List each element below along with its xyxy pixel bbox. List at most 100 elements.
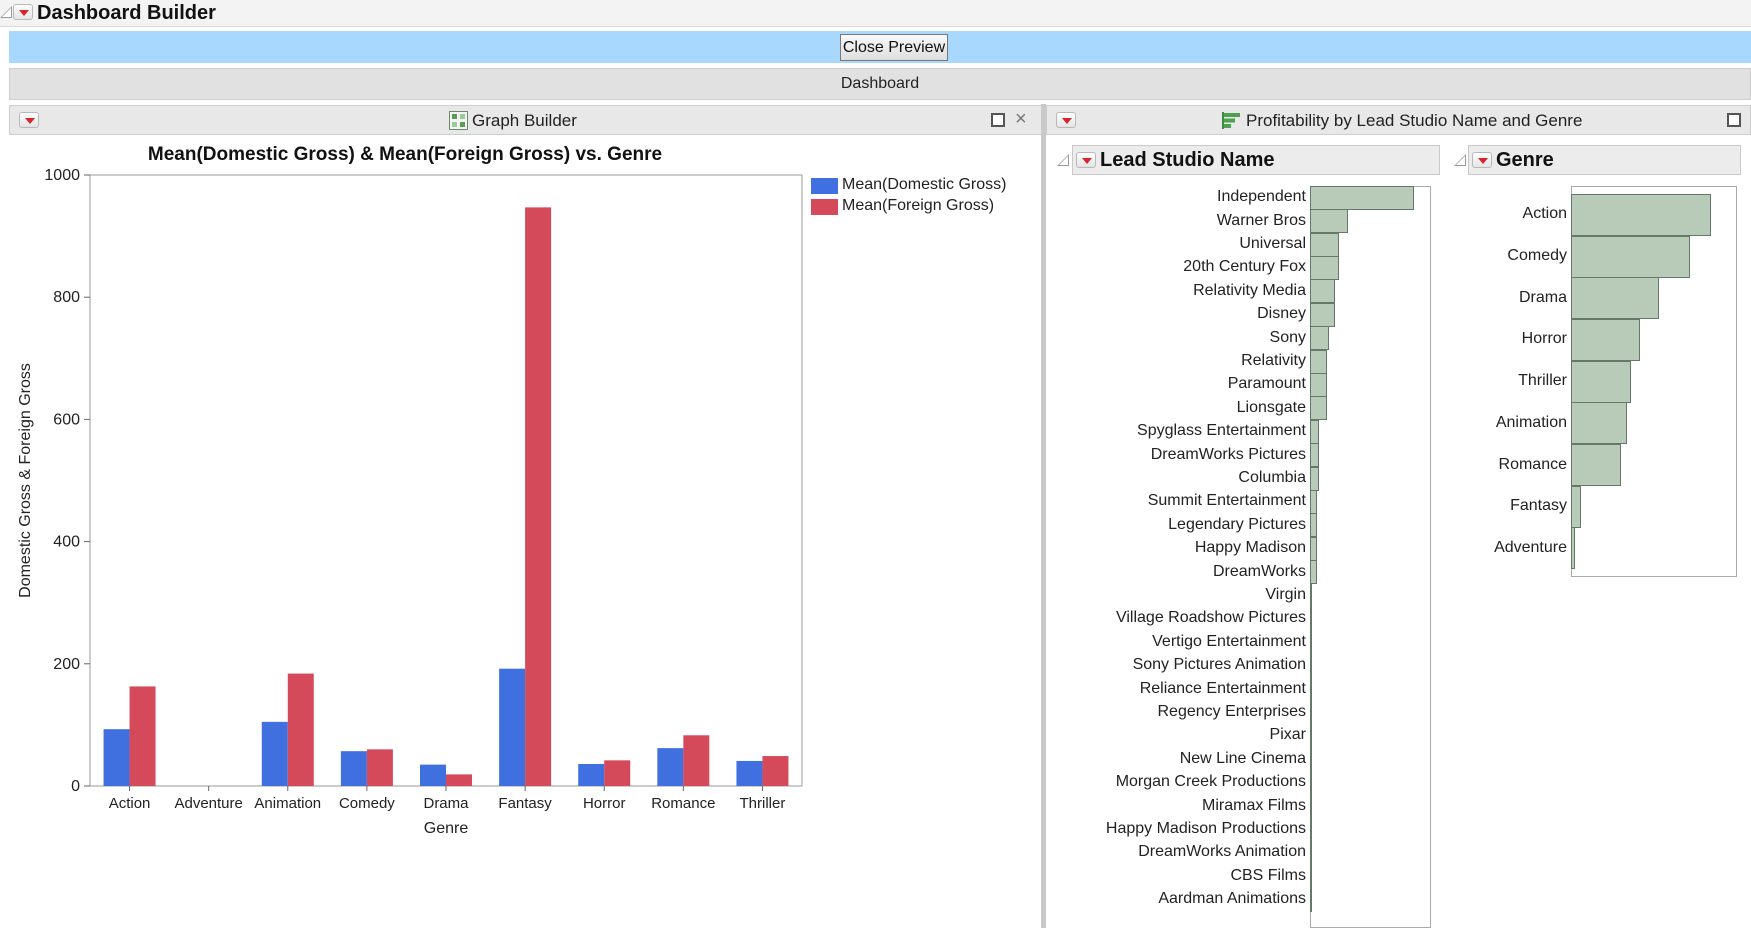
domestic-gross-bar bbox=[657, 748, 684, 786]
studio-bar bbox=[1310, 443, 1320, 468]
studio-bar bbox=[1310, 466, 1320, 491]
genre-label: Fantasy bbox=[1510, 497, 1567, 515]
studio-bar bbox=[1310, 817, 1313, 842]
genre-label: Action bbox=[1522, 205, 1567, 223]
graph-builder-title: Graph Builder bbox=[472, 111, 577, 130]
domestic-gross-bar bbox=[261, 721, 288, 786]
legend-label-foreign: Mean(Foreign Gross) bbox=[842, 197, 995, 214]
plot-area bbox=[89, 174, 803, 787]
legend-label-domestic: Mean(Domestic Gross) bbox=[842, 176, 1007, 193]
studio-bar bbox=[1310, 770, 1313, 795]
domestic-gross-bar bbox=[578, 764, 605, 786]
x-tick-label: Fantasy bbox=[498, 795, 552, 812]
studio-bar bbox=[1310, 372, 1327, 397]
red-triangle-menu-icon[interactable] bbox=[13, 4, 33, 20]
genre-bar bbox=[1571, 485, 1581, 528]
graph-builder-icon bbox=[449, 111, 468, 130]
studio-label: Morgan Creek Productions bbox=[1115, 773, 1306, 791]
studio-label: DreamWorks Animation bbox=[1138, 843, 1306, 861]
studio-label: Happy Madison Productions bbox=[1105, 820, 1306, 837]
studio-label: Summit Entertainment bbox=[1147, 492, 1306, 510]
studio-bar bbox=[1310, 536, 1318, 561]
domestic-gross-bar bbox=[499, 668, 526, 786]
bar-chart: 0 200 400 600 800 1000 Action Adventure Animatio… bbox=[17, 167, 803, 837]
maximize-icon-2[interactable] bbox=[1727, 113, 1741, 127]
legend-swatch-domestic bbox=[811, 178, 838, 194]
legend-swatch-foreign bbox=[811, 199, 838, 215]
disclosure-icon[interactable] bbox=[0, 6, 12, 18]
genre-bar bbox=[1571, 444, 1622, 487]
profitability-title: Profitability by Lead Studio Name and Ge… bbox=[1246, 111, 1583, 130]
genre-label: Romance bbox=[1498, 455, 1567, 473]
y-tick-label: 200 bbox=[53, 656, 80, 673]
genre-bar bbox=[1571, 193, 1711, 236]
studio-label: Relativity Media bbox=[1193, 281, 1306, 299]
studio-label: Village Roadshow Pictures bbox=[1115, 609, 1306, 627]
studio-bar bbox=[1310, 606, 1313, 631]
graph-builder-panel-header bbox=[9, 105, 1042, 135]
y-tick-label: 800 bbox=[53, 289, 80, 306]
x-tick-label: Animation bbox=[254, 795, 321, 812]
panel-splitter[interactable] bbox=[1041, 104, 1046, 928]
studio-bar bbox=[1310, 560, 1318, 585]
studio-label: Regency Enterprises bbox=[1157, 703, 1306, 720]
studio-bar bbox=[1310, 677, 1313, 702]
y-tick-label: 0 bbox=[71, 778, 80, 795]
studio-bar bbox=[1310, 209, 1349, 234]
studio-label: Lionsgate bbox=[1236, 398, 1306, 416]
studio-bar bbox=[1310, 653, 1313, 678]
foreign-gross-bar bbox=[762, 756, 789, 786]
studio-label: Paramount bbox=[1227, 375, 1306, 393]
foreign-gross-bar bbox=[366, 749, 393, 786]
studio-label: Universal bbox=[1239, 235, 1306, 252]
foreign-gross-bar bbox=[683, 735, 710, 786]
close-icon[interactable]: × bbox=[1015, 108, 1027, 130]
studio-label: Warner Bros bbox=[1216, 211, 1306, 229]
studio-bar bbox=[1310, 513, 1318, 538]
genre-label: Horror bbox=[1521, 330, 1567, 348]
genre-bar bbox=[1571, 277, 1660, 320]
studio-bar bbox=[1310, 419, 1320, 444]
studio-label: Columbia bbox=[1238, 469, 1306, 486]
genre-label: Drama bbox=[1518, 288, 1567, 306]
x-axis-label: Genre bbox=[424, 820, 469, 837]
genre-bar bbox=[1571, 318, 1640, 361]
studio-label: Pixar bbox=[1269, 726, 1306, 744]
studio-bar bbox=[1310, 794, 1313, 819]
x-tick-label: Action bbox=[109, 795, 151, 812]
studio-menu-icon[interactable] bbox=[1076, 152, 1096, 168]
foreign-gross-bar bbox=[287, 673, 314, 786]
studio-label: Spyglass Entertainment bbox=[1137, 422, 1306, 440]
genre-label: Adventure bbox=[1494, 538, 1567, 556]
close-preview-button[interactable]: Close Preview bbox=[840, 34, 948, 61]
graph-builder-menu-icon[interactable] bbox=[19, 112, 39, 128]
studio-disclosure-icon[interactable] bbox=[1057, 154, 1069, 166]
studio-bar bbox=[1310, 302, 1335, 327]
foreign-gross-bar bbox=[604, 760, 631, 786]
y-axis-label: Domestic Gross & Foreign Gross bbox=[17, 363, 34, 598]
profitability-menu-icon[interactable] bbox=[1056, 112, 1076, 128]
y-tick-label: 400 bbox=[53, 534, 80, 551]
genre-menu-icon[interactable] bbox=[1472, 152, 1492, 168]
studio-bar bbox=[1310, 255, 1340, 280]
domestic-gross-bar bbox=[736, 760, 763, 786]
studio-bar bbox=[1310, 700, 1313, 725]
studio-label: Miramax Films bbox=[1202, 796, 1306, 814]
domestic-gross-bar bbox=[420, 764, 446, 786]
studio-label: Reliance Entertainment bbox=[1139, 679, 1306, 697]
studio-label: Virgin bbox=[1265, 586, 1306, 603]
maximize-icon[interactable] bbox=[991, 113, 1005, 127]
genre-section-header bbox=[1468, 145, 1741, 175]
studio-label: Sony Pictures Animation bbox=[1132, 656, 1306, 674]
genre-disclosure-icon[interactable] bbox=[1454, 154, 1466, 166]
studio-bar bbox=[1310, 864, 1313, 889]
studio-label: Relativity bbox=[1241, 352, 1306, 369]
studio-label: Happy Madison bbox=[1194, 539, 1306, 557]
studio-label: DreamWorks Pictures bbox=[1150, 445, 1306, 463]
x-tick-label: Drama bbox=[423, 795, 469, 812]
studio-section-header bbox=[1072, 145, 1440, 175]
studio-bar bbox=[1310, 840, 1313, 865]
studio-bar-list bbox=[1310, 185, 1431, 928]
studio-label: Independent bbox=[1217, 188, 1306, 206]
studio-bar bbox=[1310, 630, 1313, 655]
